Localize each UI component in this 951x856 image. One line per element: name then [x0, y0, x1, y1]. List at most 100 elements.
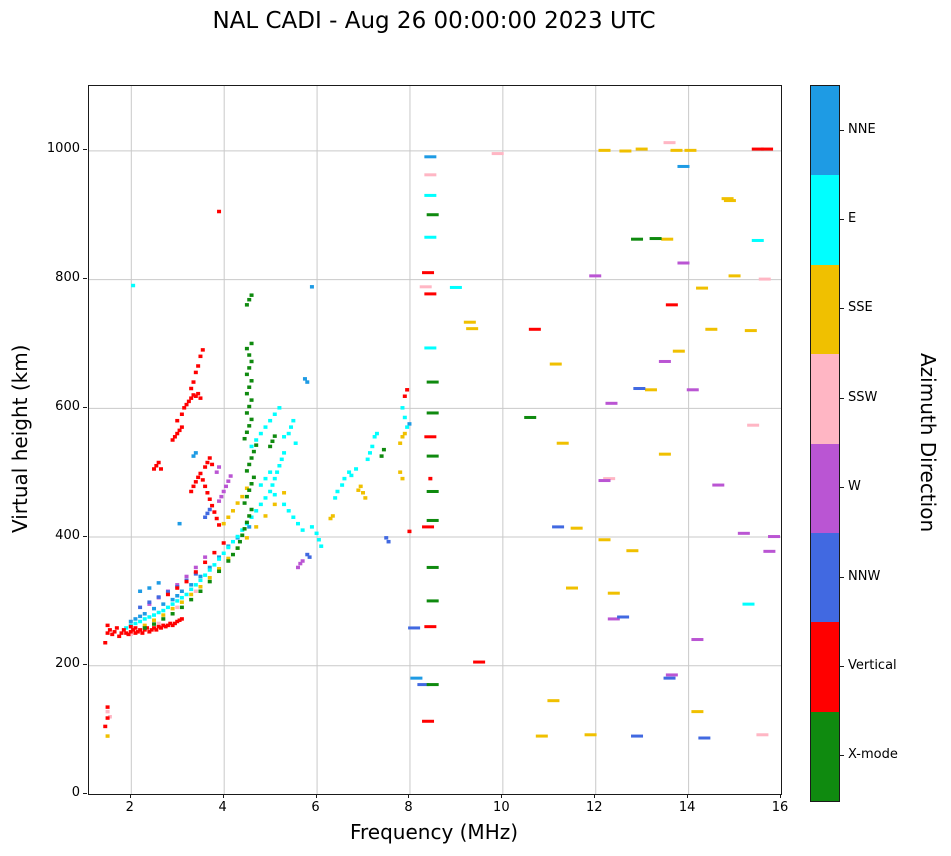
scatter-point	[291, 418, 296, 423]
scatter-point	[721, 197, 734, 201]
scatter-point	[419, 285, 432, 289]
scatter-point	[535, 734, 548, 738]
scatter-point	[177, 618, 182, 622]
scatter-point	[282, 451, 287, 455]
scatter-point	[235, 501, 240, 505]
scatter-point	[207, 565, 212, 570]
x-tick-mark	[129, 794, 131, 798]
scatter-point	[152, 622, 157, 626]
legend-segment-ssw	[811, 354, 839, 444]
scatter-point	[374, 431, 379, 436]
scatter-point	[426, 683, 439, 687]
scatter-point	[147, 615, 152, 619]
scatter-point	[131, 628, 136, 632]
scatter-point	[147, 586, 152, 590]
scatter-point	[426, 380, 439, 384]
scatter-point	[138, 628, 143, 632]
scatter-point	[138, 619, 143, 624]
scatter-point	[152, 626, 157, 630]
scatter-point	[426, 454, 439, 458]
scatter-point	[340, 483, 345, 487]
scatter-point	[756, 733, 769, 737]
scatter-point	[193, 589, 198, 594]
scatter-point	[189, 583, 194, 587]
scatter-point	[249, 359, 254, 364]
scatter-point	[165, 590, 170, 594]
y-tick-mark	[83, 664, 87, 666]
scatter-point	[330, 514, 335, 518]
scatter-point	[184, 579, 189, 584]
scatter-point	[761, 147, 774, 151]
scatter-point	[254, 525, 259, 529]
legend-segment-w	[811, 443, 839, 533]
scatter-point	[152, 618, 157, 622]
legend-segment-e	[811, 175, 839, 265]
legend-label-ssw: SSW	[848, 389, 878, 405]
scatter-point	[309, 285, 314, 289]
scatter-point	[370, 444, 375, 449]
scatter-point	[422, 525, 435, 529]
scatter-point	[230, 552, 235, 557]
scatter-point	[584, 733, 597, 737]
scatter-point	[589, 274, 602, 278]
scatter-plot-canvas	[89, 86, 781, 794]
scatter-point	[665, 303, 678, 307]
scatter-point	[379, 454, 384, 458]
scatter-point	[247, 385, 252, 389]
scatter-point	[121, 628, 126, 632]
legend-label-nnw: NNW	[848, 568, 881, 584]
x-tick-label: 4	[218, 800, 227, 815]
scatter-point	[407, 529, 412, 534]
scatter-point	[663, 141, 676, 145]
scatter-point	[426, 213, 439, 217]
scatter-point	[356, 488, 361, 492]
scatter-point	[235, 546, 240, 550]
scatter-point	[210, 503, 215, 508]
scatter-point	[254, 509, 259, 513]
x-tick-label: 12	[585, 800, 603, 815]
scatter-point	[200, 478, 205, 482]
scatter-point	[422, 719, 435, 723]
scatter-point	[217, 523, 222, 527]
y-tick-label: 600	[55, 398, 80, 414]
scatter-point	[105, 734, 110, 738]
scatter-point	[198, 574, 203, 579]
scatter-point	[268, 489, 273, 494]
scatter-point	[138, 630, 143, 634]
scatter-point	[251, 449, 256, 454]
scatter-point	[249, 417, 254, 422]
scatter-point	[147, 600, 152, 604]
scatter-point	[398, 470, 403, 474]
scatter-point	[723, 199, 736, 203]
scatter-point	[617, 615, 630, 619]
scatter-point	[200, 348, 205, 352]
scatter-point	[182, 406, 187, 410]
scatter-point	[270, 439, 275, 444]
scatter-point	[175, 586, 180, 590]
scatter-point	[300, 559, 305, 563]
scatter-point	[279, 457, 284, 462]
scatter-point	[635, 147, 648, 151]
scatter-point	[189, 597, 194, 602]
scatter-point	[170, 602, 175, 606]
x-tick-label: 8	[404, 800, 413, 815]
x-tick-mark	[594, 794, 596, 798]
scatter-point	[156, 460, 161, 465]
y-tick-mark	[83, 535, 87, 537]
legend-label-sse: SSE	[848, 300, 873, 316]
scatter-point	[240, 494, 245, 499]
scatter-point	[619, 149, 632, 153]
scatter-point	[258, 431, 263, 436]
scatter-point	[179, 605, 184, 610]
scatter-point	[426, 518, 439, 522]
scatter-point	[295, 565, 300, 570]
scatter-point	[263, 514, 268, 518]
scatter-point	[272, 412, 277, 417]
scatter-point	[424, 235, 437, 239]
scatter-point	[249, 341, 254, 346]
scatter-point	[193, 480, 198, 484]
scatter-point	[402, 431, 407, 436]
scatter-point	[217, 209, 222, 214]
scatter-point	[128, 632, 133, 637]
scatter-point	[631, 237, 644, 241]
